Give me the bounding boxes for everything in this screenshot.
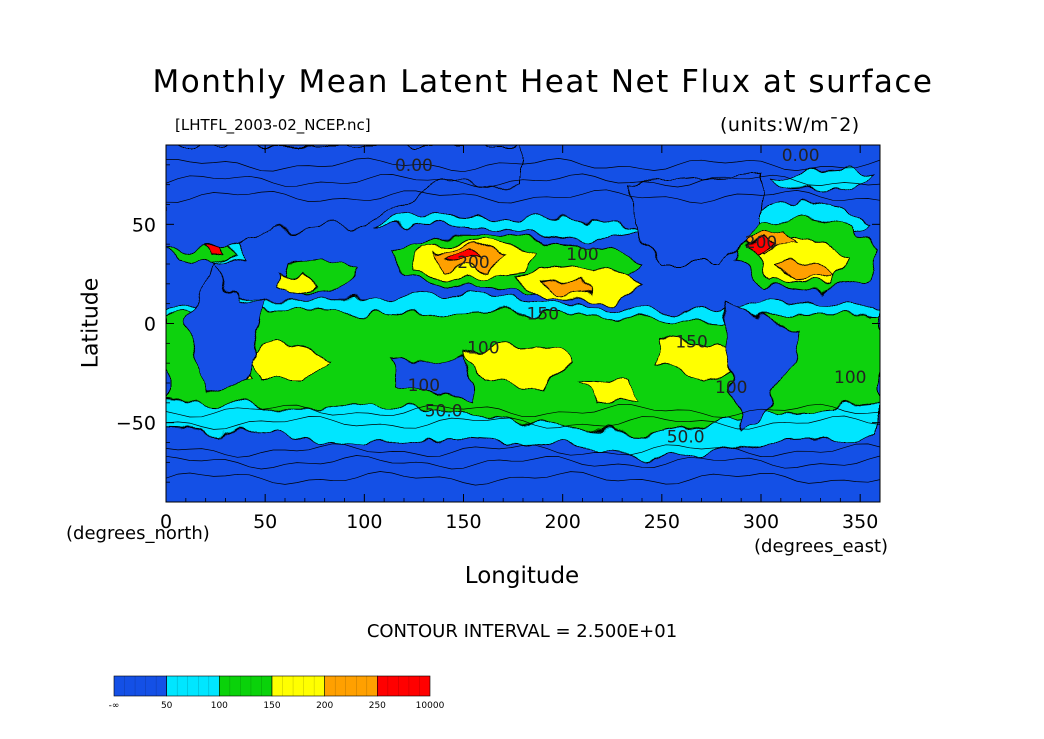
colorbar-swatch	[324, 675, 378, 697]
contour-line	[166, 415, 880, 430]
colorbar-label: 200	[316, 701, 333, 711]
land-region	[720, 303, 802, 434]
x-tick-label: 0	[160, 511, 172, 533]
flux-region	[244, 342, 336, 384]
colorbar-swatch	[377, 675, 431, 697]
x-tick-label: 250	[644, 511, 680, 533]
colorbar-swatch	[271, 675, 325, 697]
colorbar-swatch	[113, 675, 167, 697]
contour-label: 150	[675, 332, 707, 352]
x-unit-label: (degrees_east)	[754, 536, 889, 557]
contour-line	[166, 173, 880, 188]
y-tick-label: −50	[116, 413, 156, 435]
colorbar: -∞ 50 100 150 200 250 10000	[109, 675, 445, 711]
flux-region	[773, 259, 838, 281]
colorbar-label: 100	[211, 701, 228, 711]
land-region	[166, 145, 524, 251]
colorbar-swatch	[219, 675, 273, 697]
flux-region	[204, 245, 225, 257]
contour-label: 100	[715, 378, 747, 398]
contour-label: 0.00	[395, 156, 433, 176]
flux-region	[442, 249, 485, 263]
land-region	[631, 174, 762, 265]
y-axis-label: Latitude	[78, 277, 104, 369]
colorbar-label: -∞	[109, 701, 120, 711]
contour-label: 100	[408, 376, 440, 396]
flux-region	[769, 168, 878, 192]
source-file-label: [LHTFL_2003-02_NCEP.nc]	[175, 116, 371, 134]
contour-label: 50.0	[425, 402, 463, 422]
contour-line	[166, 471, 880, 486]
x-tick-label: 150	[445, 511, 481, 533]
flux-region	[744, 239, 774, 253]
contour-label: 200	[745, 233, 777, 253]
x-tick-label: 200	[545, 511, 581, 533]
contour-label: 150	[527, 305, 559, 325]
land-region	[185, 262, 266, 394]
contour-line	[166, 403, 880, 418]
contour-line	[166, 157, 880, 173]
contour-line	[166, 443, 880, 458]
x-tick-label: 350	[842, 511, 878, 533]
land-region	[393, 352, 475, 400]
colorbar-label: 50	[161, 701, 173, 711]
contour-label: 50.0	[667, 428, 705, 448]
contour-lines	[166, 157, 880, 486]
chart-title: Monthly Mean Latent Heat Net Flux at sur…	[152, 64, 934, 100]
colorbar-label: 150	[263, 701, 280, 711]
colorbar-label: 250	[369, 701, 386, 711]
colorbar-swatch	[166, 675, 220, 697]
contour-labels: 0.00 0.00 200 100 150 100 150 100 50.0 100 100 50.0…	[395, 146, 866, 448]
contour-line	[166, 189, 880, 204]
y-axis: 50 0 −50	[116, 164, 880, 483]
flux-region	[581, 378, 643, 404]
contour-line	[166, 455, 880, 470]
flux-region	[274, 275, 318, 295]
x-tick-label: 50	[253, 511, 277, 533]
x-axis-label: Longitude	[464, 563, 580, 589]
flux-region	[541, 279, 594, 297]
contour-label: 0.00	[782, 146, 820, 166]
x-tick-label: 300	[743, 511, 779, 533]
units-label: (units:W/m¯2)	[720, 114, 860, 136]
contour-label: 200	[457, 253, 489, 273]
y-unit-label: (degrees_north)	[66, 523, 210, 544]
flux-fields	[166, 145, 880, 459]
y-tick-label: 50	[132, 214, 156, 236]
contour-label: 100	[467, 338, 499, 358]
x-axis: 0 50 100 150 200 250 300 350	[160, 145, 878, 533]
plot-area: 0.00 0.00 200 100 150 100 150 100 50.0 100 100 50.0…	[166, 145, 880, 502]
contour-label: 100	[566, 245, 598, 265]
flux-region	[462, 342, 574, 388]
contour-label: 100	[834, 368, 866, 388]
contour-interval-label: CONTOUR INTERVAL = 2.500E+01	[366, 621, 678, 642]
y-tick-label: 0	[144, 314, 156, 336]
x-tick-label: 100	[346, 511, 382, 533]
colorbar-label: 10000	[416, 701, 445, 711]
